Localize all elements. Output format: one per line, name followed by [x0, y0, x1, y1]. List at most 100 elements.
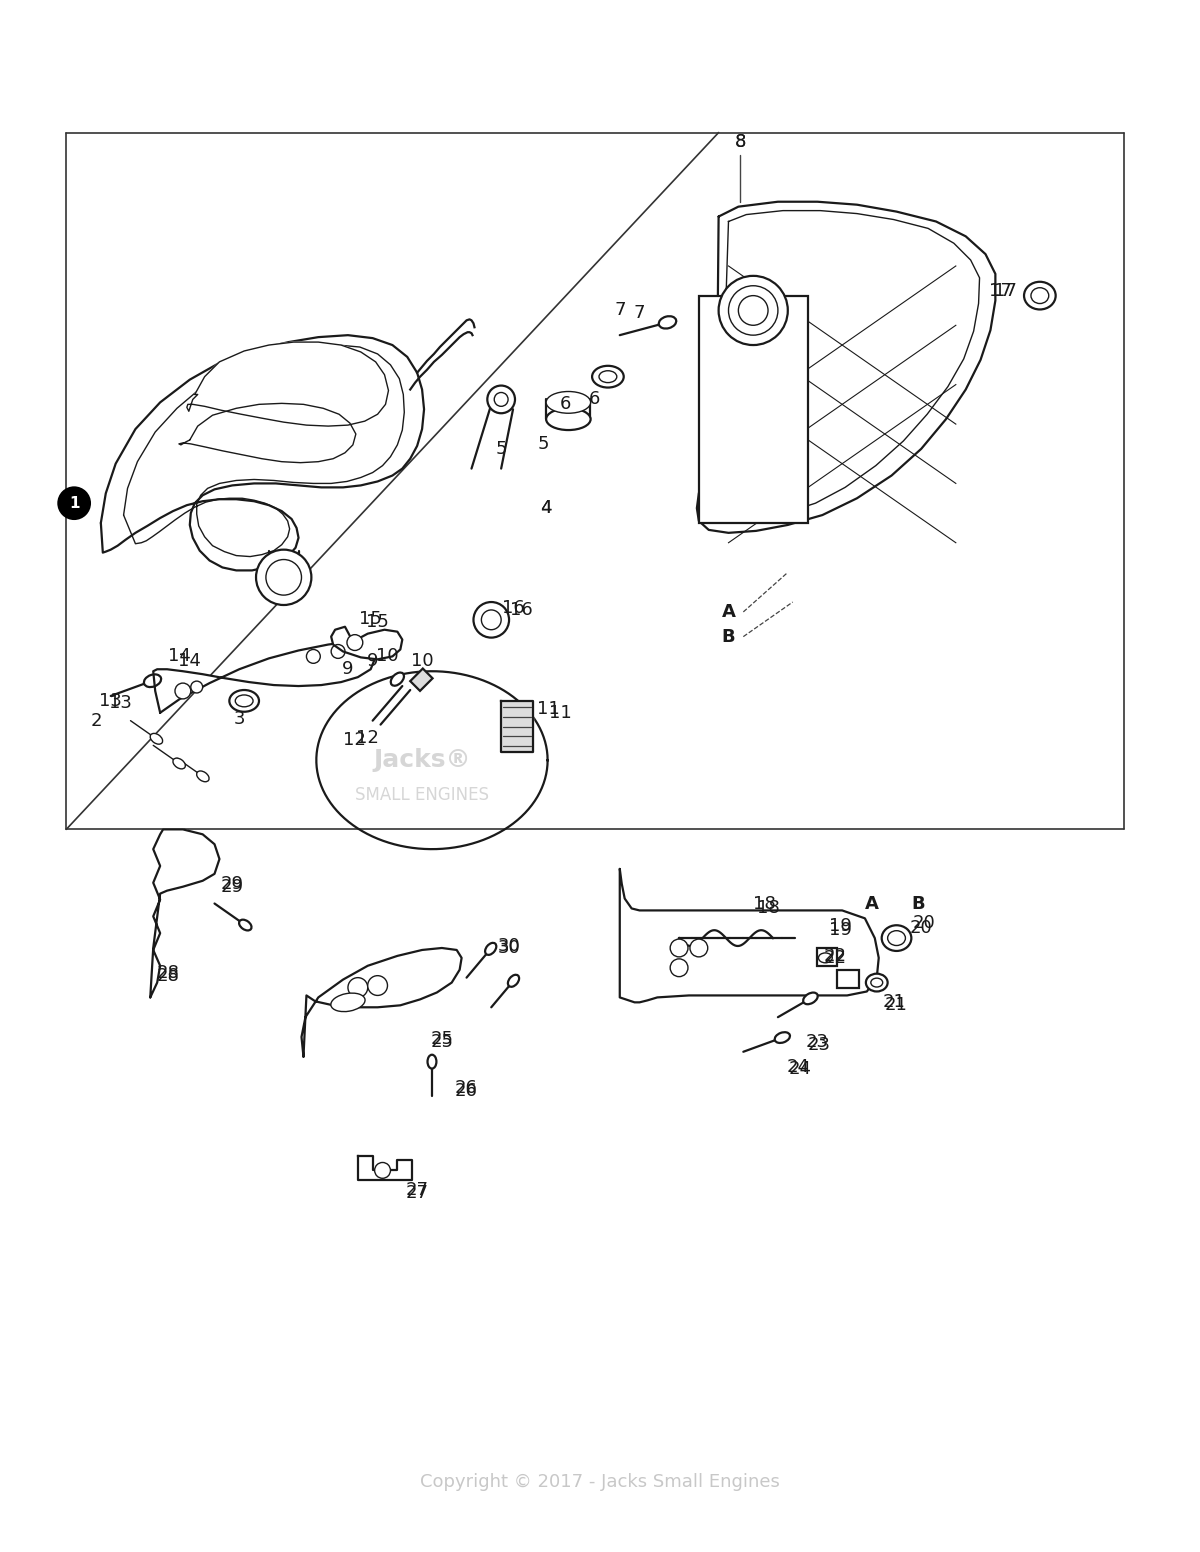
Circle shape	[191, 681, 203, 694]
Circle shape	[266, 560, 301, 594]
Ellipse shape	[239, 920, 252, 931]
Polygon shape	[101, 335, 424, 571]
Bar	[817, 948, 838, 965]
Polygon shape	[331, 627, 402, 660]
Ellipse shape	[818, 953, 833, 962]
Ellipse shape	[882, 925, 911, 951]
Circle shape	[719, 276, 788, 345]
Ellipse shape	[391, 672, 404, 686]
Text: 16: 16	[510, 601, 533, 619]
Text: 27: 27	[406, 1184, 428, 1203]
Text: 29: 29	[221, 878, 244, 896]
Text: 26: 26	[455, 1079, 478, 1097]
Ellipse shape	[592, 366, 624, 388]
Ellipse shape	[1024, 282, 1056, 309]
Circle shape	[306, 649, 320, 663]
Polygon shape	[154, 641, 374, 712]
Text: 22: 22	[823, 948, 847, 967]
Ellipse shape	[599, 371, 617, 383]
Polygon shape	[697, 202, 995, 532]
Polygon shape	[301, 948, 462, 1057]
Ellipse shape	[871, 978, 883, 987]
Circle shape	[474, 602, 509, 638]
Text: 21: 21	[883, 993, 906, 1012]
Polygon shape	[703, 211, 979, 521]
Text: 19: 19	[829, 917, 852, 936]
Text: 12: 12	[356, 729, 379, 748]
Text: 6: 6	[559, 396, 571, 413]
Text: 10: 10	[376, 647, 398, 666]
Text: 11: 11	[538, 700, 560, 717]
Text: 8: 8	[734, 133, 746, 152]
Text: SMALL ENGINES: SMALL ENGINES	[355, 785, 490, 804]
Text: 24: 24	[786, 1057, 809, 1076]
Text: A: A	[865, 894, 878, 913]
Text: 3: 3	[234, 709, 245, 728]
Ellipse shape	[803, 993, 817, 1004]
Text: 29: 29	[221, 875, 244, 892]
Ellipse shape	[485, 944, 497, 954]
Polygon shape	[502, 702, 533, 753]
Text: 18: 18	[757, 900, 780, 917]
Bar	[410, 669, 432, 691]
Text: 26: 26	[455, 1082, 478, 1100]
Circle shape	[481, 610, 502, 630]
Text: B: B	[721, 627, 736, 646]
Polygon shape	[150, 829, 220, 998]
Text: 22: 22	[823, 947, 847, 965]
Text: B: B	[912, 894, 925, 913]
Text: 11: 11	[550, 703, 572, 722]
Ellipse shape	[144, 675, 161, 688]
Circle shape	[728, 286, 778, 335]
Text: 17: 17	[989, 281, 1012, 300]
Text: 14: 14	[179, 652, 202, 670]
Ellipse shape	[775, 1032, 790, 1043]
Text: 9: 9	[342, 660, 354, 678]
Text: 9: 9	[367, 652, 378, 670]
Text: 19: 19	[829, 922, 852, 939]
Text: 30: 30	[498, 937, 521, 954]
Polygon shape	[410, 320, 474, 390]
Circle shape	[175, 683, 191, 698]
Text: Copyright © 2017 - Jacks Small Engines: Copyright © 2017 - Jacks Small Engines	[420, 1473, 780, 1491]
Ellipse shape	[546, 408, 590, 430]
Ellipse shape	[866, 973, 888, 992]
Ellipse shape	[1031, 287, 1049, 304]
Text: 23: 23	[808, 1035, 830, 1054]
Circle shape	[331, 644, 344, 658]
Text: 27: 27	[406, 1181, 428, 1200]
Ellipse shape	[150, 734, 163, 743]
Text: 16: 16	[502, 599, 524, 618]
Text: Jacks®: Jacks®	[373, 748, 470, 773]
Ellipse shape	[197, 771, 209, 782]
Ellipse shape	[427, 1055, 437, 1069]
Circle shape	[670, 959, 688, 976]
Ellipse shape	[235, 695, 253, 706]
Circle shape	[348, 978, 367, 998]
Text: 24: 24	[788, 1060, 811, 1077]
Text: 15: 15	[366, 613, 389, 630]
Text: 28: 28	[157, 964, 180, 982]
Text: 6: 6	[588, 391, 600, 408]
Text: 4: 4	[540, 500, 551, 517]
Polygon shape	[179, 404, 356, 462]
Ellipse shape	[229, 691, 259, 712]
Circle shape	[256, 549, 311, 605]
Circle shape	[690, 939, 708, 958]
Polygon shape	[358, 1156, 412, 1180]
Polygon shape	[619, 869, 878, 1003]
Text: 25: 25	[431, 1031, 454, 1048]
Text: 5: 5	[496, 439, 506, 458]
Ellipse shape	[173, 757, 185, 768]
Text: 13: 13	[100, 692, 122, 709]
Text: 8: 8	[734, 133, 746, 152]
Ellipse shape	[508, 975, 520, 987]
Text: 17: 17	[994, 281, 1016, 300]
Circle shape	[487, 385, 515, 413]
Ellipse shape	[888, 931, 906, 945]
Text: 18: 18	[752, 896, 775, 914]
Bar	[838, 970, 859, 987]
Circle shape	[374, 1162, 390, 1178]
Circle shape	[738, 295, 768, 326]
Text: 2: 2	[90, 712, 102, 729]
